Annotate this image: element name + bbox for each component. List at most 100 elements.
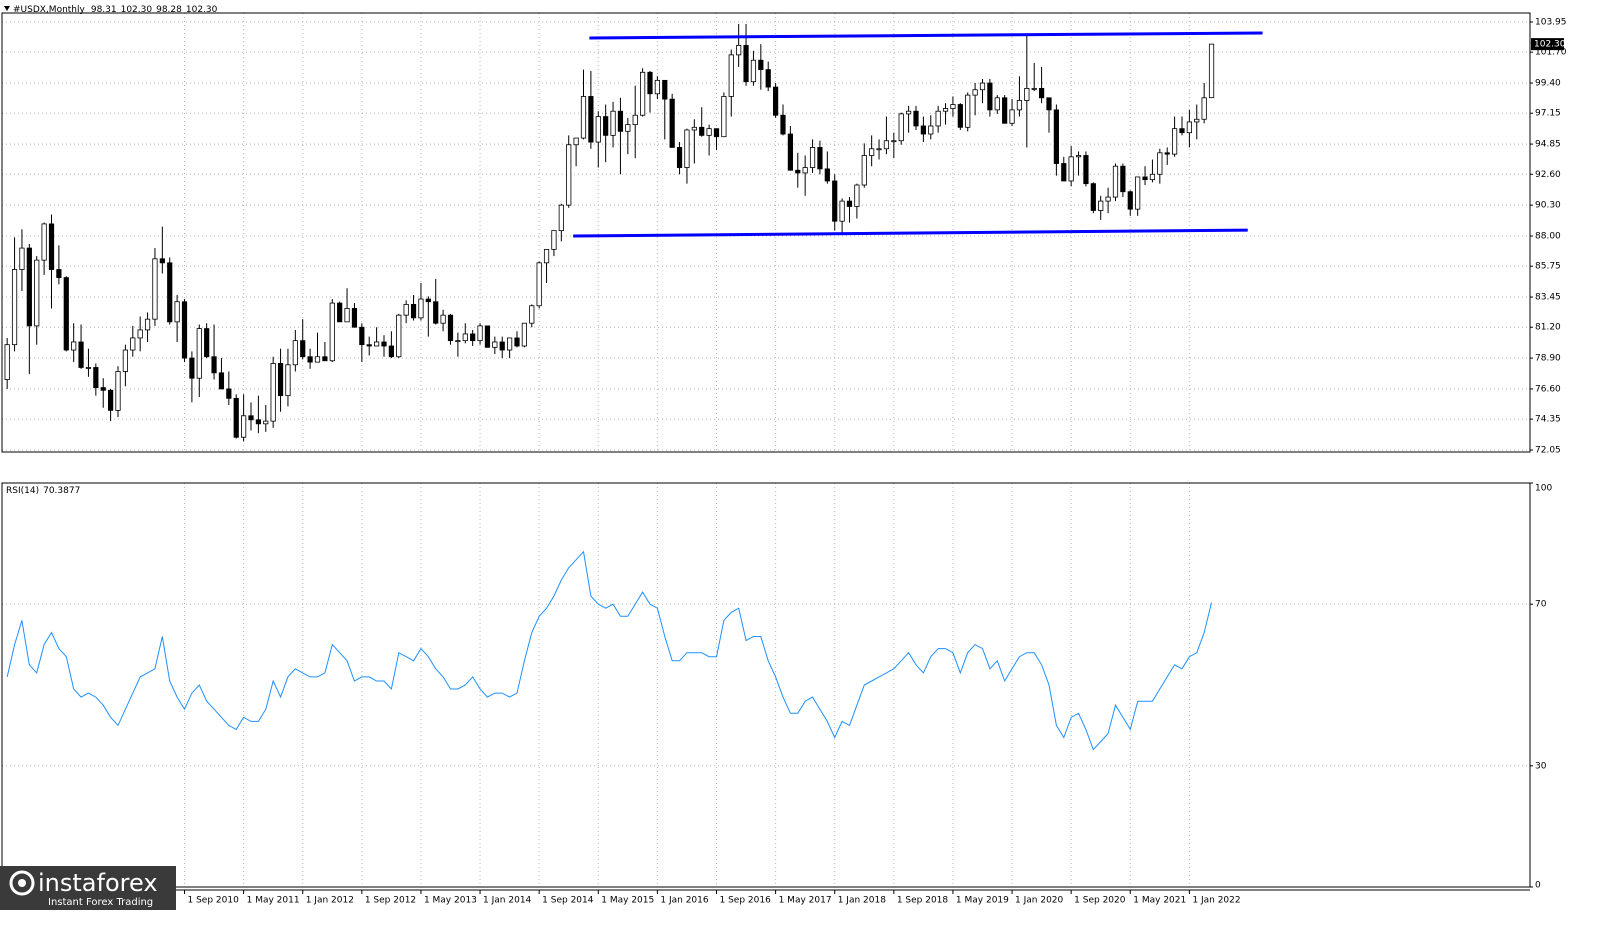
candle-body — [218, 372, 225, 390]
candle-body — [477, 325, 483, 342]
close: 102.30 — [186, 5, 218, 15]
candle-body — [942, 108, 949, 112]
candle-body — [174, 301, 180, 323]
candle-body — [647, 71, 653, 95]
candle-body — [359, 326, 365, 346]
watermark-icon — [9, 870, 35, 896]
candle-body — [144, 318, 151, 331]
candle-body — [928, 125, 934, 135]
x-tick-label: 1 Sep 2014 — [542, 896, 594, 906]
candle-body — [529, 305, 535, 324]
candle-body — [19, 247, 25, 270]
candle-body — [307, 356, 313, 363]
candle-body — [1186, 121, 1192, 134]
price-label: 102.30 — [1534, 40, 1566, 50]
x-tick-label: 1 Sep 2018 — [897, 896, 949, 906]
candle-body — [1171, 128, 1178, 155]
candle-body — [507, 337, 513, 351]
candle-body — [34, 259, 40, 327]
candle-body — [425, 298, 431, 303]
candle-body — [979, 82, 986, 91]
y-tick-label: 97.15 — [1535, 109, 1561, 119]
candle-body — [891, 140, 897, 143]
candle-body — [795, 169, 801, 174]
candle-body — [543, 249, 550, 264]
candle-body — [100, 387, 106, 391]
candle-body — [115, 371, 121, 411]
rsi-grid: 0 30 70 100 — [2, 482, 1552, 891]
candle-body — [1016, 100, 1023, 111]
candle-body — [381, 341, 387, 347]
candle-body — [514, 337, 520, 347]
x-tick-label: 1 Jan 2022 — [1192, 896, 1240, 906]
watermark: instaforex Instant Forex Trading — [0, 866, 176, 910]
candle-body — [869, 148, 875, 156]
candle-body — [63, 277, 69, 351]
x-tick-label: 1 Jan 2012 — [306, 896, 354, 906]
x-tick-label: 1 Jan 2020 — [1015, 896, 1063, 906]
x-tick-label: 1 May 2011 — [247, 896, 300, 906]
candle-body — [1112, 165, 1119, 198]
candle-body — [817, 147, 823, 170]
candle-body — [1098, 200, 1104, 211]
candle-body — [654, 79, 660, 95]
candle-body — [285, 364, 291, 397]
candle-body — [773, 86, 779, 116]
candle-body — [713, 128, 720, 138]
candle-body — [1068, 156, 1074, 182]
y-tick-label: 94.85 — [1535, 140, 1561, 150]
candle-body — [329, 302, 335, 362]
candle-body — [374, 341, 380, 347]
candle-body — [1053, 109, 1059, 164]
candle-body — [1090, 183, 1096, 211]
candle-body — [1179, 128, 1185, 134]
y-tick-label: 101.70 — [1535, 48, 1567, 58]
candle-body — [846, 200, 853, 207]
candle-body — [93, 367, 99, 388]
candle-body — [1024, 88, 1030, 101]
x-tick-label: 1 Jan 2016 — [660, 896, 708, 906]
x-tick-label: 1 Jan 2018 — [838, 896, 886, 906]
candle-body — [130, 337, 136, 351]
candle-body — [588, 96, 594, 143]
candle-body — [676, 147, 683, 168]
candle-body — [41, 223, 47, 261]
candle-body — [1157, 152, 1163, 175]
candle-body — [122, 349, 128, 372]
candle-body — [913, 110, 919, 127]
x-tick-label: 1 May 2015 — [601, 896, 654, 906]
high: 102.30 — [121, 5, 153, 15]
candle-body — [603, 116, 609, 136]
symbol: #USDX,Monthly — [13, 5, 86, 15]
candle-body — [248, 415, 254, 421]
candle-body — [521, 322, 527, 347]
x-tick-label: 1 May 2019 — [956, 896, 1009, 906]
watermark-icon-center — [18, 879, 26, 887]
x-tick-label: 1 Sep 2012 — [365, 896, 416, 906]
candle-body — [758, 59, 764, 71]
candle-body — [226, 388, 232, 399]
candle-body — [1009, 109, 1015, 124]
candle-body — [1105, 196, 1111, 202]
candle-body — [159, 258, 165, 264]
x-tick-label: 1 Sep 2020 — [1074, 896, 1126, 906]
candle-body — [71, 341, 77, 351]
candle-body — [1083, 155, 1089, 185]
candle-body — [1135, 176, 1141, 210]
candle-body — [78, 341, 84, 368]
candle-body — [950, 104, 956, 109]
candle-body — [721, 96, 727, 138]
candle-body — [957, 104, 963, 128]
rsi-value: 70.3877 — [43, 486, 80, 496]
candle-body — [108, 389, 114, 411]
rsi-name: RSI(14) — [6, 486, 39, 496]
candle-body — [403, 304, 409, 316]
candle-body — [876, 148, 882, 151]
y-tick-label: 85.75 — [1535, 262, 1561, 272]
y-tick-label: 90.30 — [1535, 201, 1561, 211]
candle-body — [1075, 155, 1082, 158]
candle-body — [388, 345, 394, 358]
candle-body — [558, 204, 564, 232]
candle-body — [204, 328, 210, 358]
